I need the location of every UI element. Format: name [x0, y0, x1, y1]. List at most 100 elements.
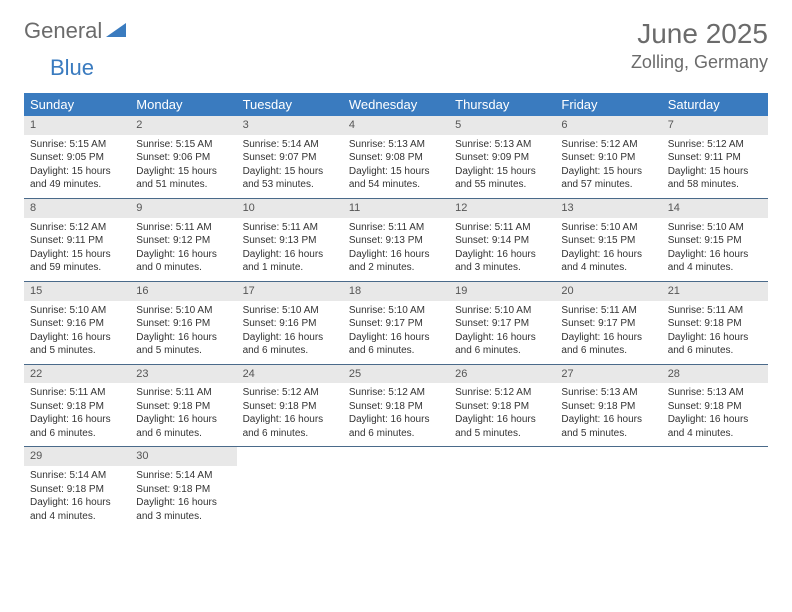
day-dl1: Daylight: 15 hours: [136, 165, 230, 179]
calendar-day-cell: 3Sunrise: 5:14 AMSunset: 9:07 PMDaylight…: [237, 116, 343, 198]
day-body: Sunrise: 5:12 AMSunset: 9:18 PMDaylight:…: [237, 383, 343, 446]
day-sunrise: Sunrise: 5:14 AM: [243, 138, 337, 152]
day-number: 12: [449, 199, 555, 218]
logo-triangle-icon: [106, 21, 126, 42]
calendar-day-cell: 8Sunrise: 5:12 AMSunset: 9:11 PMDaylight…: [24, 198, 130, 281]
day-body: Sunrise: 5:11 AMSunset: 9:13 PMDaylight:…: [237, 218, 343, 281]
day-dl1: Daylight: 16 hours: [455, 331, 549, 345]
calendar-day-cell: 23Sunrise: 5:11 AMSunset: 9:18 PMDayligh…: [130, 364, 236, 447]
day-dl2: and 5 minutes.: [455, 427, 549, 441]
day-dl1: Daylight: 15 hours: [455, 165, 549, 179]
day-sunset: Sunset: 9:18 PM: [668, 400, 762, 414]
day-dl2: and 55 minutes.: [455, 178, 549, 192]
day-dl1: Daylight: 16 hours: [561, 331, 655, 345]
calendar-day-cell: 22Sunrise: 5:11 AMSunset: 9:18 PMDayligh…: [24, 364, 130, 447]
day-sunrise: Sunrise: 5:13 AM: [349, 138, 443, 152]
calendar-day-cell: 24Sunrise: 5:12 AMSunset: 9:18 PMDayligh…: [237, 364, 343, 447]
day-dl2: and 4 minutes.: [561, 261, 655, 275]
day-sunset: Sunset: 9:18 PM: [561, 400, 655, 414]
day-dl1: Daylight: 15 hours: [349, 165, 443, 179]
day-header: Friday: [555, 93, 661, 116]
day-number: 1: [24, 116, 130, 135]
day-sunset: Sunset: 9:11 PM: [668, 151, 762, 165]
day-sunset: Sunset: 9:18 PM: [668, 317, 762, 331]
calendar-day-cell: 11Sunrise: 5:11 AMSunset: 9:13 PMDayligh…: [343, 198, 449, 281]
day-dl2: and 3 minutes.: [455, 261, 549, 275]
day-sunrise: Sunrise: 5:13 AM: [668, 386, 762, 400]
day-dl2: and 5 minutes.: [136, 344, 230, 358]
day-sunrise: Sunrise: 5:10 AM: [561, 221, 655, 235]
day-dl1: Daylight: 16 hours: [349, 248, 443, 262]
calendar-day-cell: 16Sunrise: 5:10 AMSunset: 9:16 PMDayligh…: [130, 281, 236, 364]
day-sunrise: Sunrise: 5:11 AM: [136, 221, 230, 235]
day-sunset: Sunset: 9:16 PM: [136, 317, 230, 331]
day-header: Wednesday: [343, 93, 449, 116]
calendar-day-cell: 30Sunrise: 5:14 AMSunset: 9:18 PMDayligh…: [130, 447, 236, 529]
day-sunrise: Sunrise: 5:12 AM: [668, 138, 762, 152]
calendar-day-cell: 26Sunrise: 5:12 AMSunset: 9:18 PMDayligh…: [449, 364, 555, 447]
day-number: 20: [555, 282, 661, 301]
day-dl2: and 0 minutes.: [136, 261, 230, 275]
day-dl2: and 57 minutes.: [561, 178, 655, 192]
day-dl2: and 5 minutes.: [561, 427, 655, 441]
day-body: Sunrise: 5:11 AMSunset: 9:12 PMDaylight:…: [130, 218, 236, 281]
day-body: Sunrise: 5:11 AMSunset: 9:14 PMDaylight:…: [449, 218, 555, 281]
day-sunset: Sunset: 9:18 PM: [30, 400, 124, 414]
day-dl1: Daylight: 16 hours: [349, 413, 443, 427]
day-sunrise: Sunrise: 5:12 AM: [455, 386, 549, 400]
day-sunset: Sunset: 9:12 PM: [136, 234, 230, 248]
day-header-row: Sunday Monday Tuesday Wednesday Thursday…: [24, 93, 768, 116]
calendar-day-cell: 6Sunrise: 5:12 AMSunset: 9:10 PMDaylight…: [555, 116, 661, 198]
day-sunrise: Sunrise: 5:12 AM: [349, 386, 443, 400]
day-sunset: Sunset: 9:17 PM: [455, 317, 549, 331]
day-header: Monday: [130, 93, 236, 116]
day-number: 8: [24, 199, 130, 218]
day-sunrise: Sunrise: 5:10 AM: [30, 304, 124, 318]
calendar-day-cell: 9Sunrise: 5:11 AMSunset: 9:12 PMDaylight…: [130, 198, 236, 281]
day-body: Sunrise: 5:14 AMSunset: 9:18 PMDaylight:…: [24, 466, 130, 529]
calendar-day-cell: 18Sunrise: 5:10 AMSunset: 9:17 PMDayligh…: [343, 281, 449, 364]
day-body: Sunrise: 5:11 AMSunset: 9:13 PMDaylight:…: [343, 218, 449, 281]
day-body: Sunrise: 5:13 AMSunset: 9:08 PMDaylight:…: [343, 135, 449, 198]
day-dl2: and 49 minutes.: [30, 178, 124, 192]
calendar-day-cell: 17Sunrise: 5:10 AMSunset: 9:16 PMDayligh…: [237, 281, 343, 364]
day-sunset: Sunset: 9:16 PM: [30, 317, 124, 331]
day-dl2: and 6 minutes.: [243, 427, 337, 441]
calendar-day-cell: 4Sunrise: 5:13 AMSunset: 9:08 PMDaylight…: [343, 116, 449, 198]
day-number: 23: [130, 365, 236, 384]
day-dl1: Daylight: 16 hours: [349, 331, 443, 345]
day-dl2: and 6 minutes.: [30, 427, 124, 441]
calendar-table: Sunday Monday Tuesday Wednesday Thursday…: [24, 93, 768, 529]
calendar-day-cell: 2Sunrise: 5:15 AMSunset: 9:06 PMDaylight…: [130, 116, 236, 198]
day-body: Sunrise: 5:11 AMSunset: 9:18 PMDaylight:…: [662, 301, 768, 364]
day-sunset: Sunset: 9:16 PM: [243, 317, 337, 331]
day-body: Sunrise: 5:10 AMSunset: 9:17 PMDaylight:…: [343, 301, 449, 364]
day-number: 11: [343, 199, 449, 218]
day-number: 15: [24, 282, 130, 301]
day-sunset: Sunset: 9:18 PM: [30, 483, 124, 497]
day-dl2: and 6 minutes.: [455, 344, 549, 358]
day-body: Sunrise: 5:12 AMSunset: 9:10 PMDaylight:…: [555, 135, 661, 198]
day-sunrise: Sunrise: 5:11 AM: [561, 304, 655, 318]
calendar-day-cell: [449, 447, 555, 529]
day-header: Thursday: [449, 93, 555, 116]
day-number: 16: [130, 282, 236, 301]
day-dl1: Daylight: 16 hours: [243, 248, 337, 262]
calendar-day-cell: 19Sunrise: 5:10 AMSunset: 9:17 PMDayligh…: [449, 281, 555, 364]
day-dl1: Daylight: 15 hours: [561, 165, 655, 179]
day-dl2: and 58 minutes.: [668, 178, 762, 192]
calendar-day-cell: 27Sunrise: 5:13 AMSunset: 9:18 PMDayligh…: [555, 364, 661, 447]
day-dl1: Daylight: 16 hours: [561, 413, 655, 427]
day-sunrise: Sunrise: 5:13 AM: [561, 386, 655, 400]
day-header: Saturday: [662, 93, 768, 116]
day-sunrise: Sunrise: 5:10 AM: [455, 304, 549, 318]
calendar-week-row: 1Sunrise: 5:15 AMSunset: 9:05 PMDaylight…: [24, 116, 768, 198]
day-dl1: Daylight: 15 hours: [243, 165, 337, 179]
day-dl1: Daylight: 16 hours: [243, 331, 337, 345]
day-dl1: Daylight: 16 hours: [30, 413, 124, 427]
day-dl1: Daylight: 16 hours: [30, 331, 124, 345]
calendar-day-cell: 14Sunrise: 5:10 AMSunset: 9:15 PMDayligh…: [662, 198, 768, 281]
day-number: 6: [555, 116, 661, 135]
day-dl1: Daylight: 16 hours: [136, 248, 230, 262]
calendar-day-cell: 13Sunrise: 5:10 AMSunset: 9:15 PMDayligh…: [555, 198, 661, 281]
